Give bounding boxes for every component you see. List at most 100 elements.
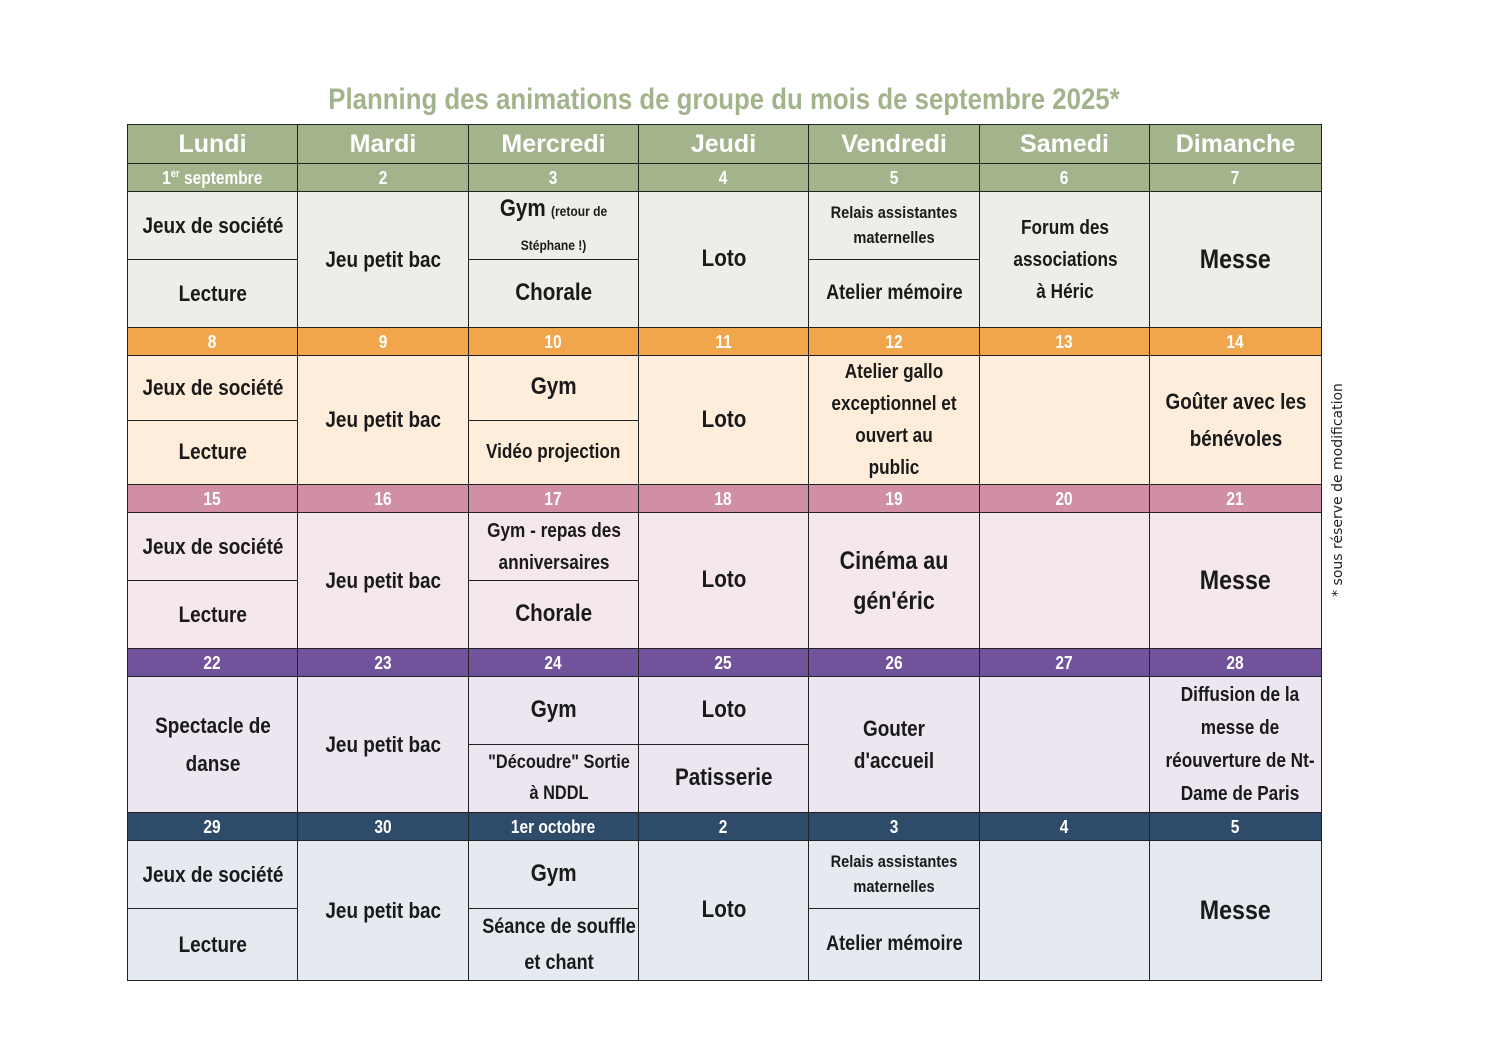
date-cell: 16 <box>297 484 469 513</box>
activity-row: Lecture Séance de souffle et chant Ateli… <box>127 907 1322 982</box>
date-cell: 17 <box>468 484 639 513</box>
week-1: 1er septembre 2 3 4 5 6 7 Jeux de sociét… <box>127 163 1322 328</box>
date-cell: 22 <box>127 648 298 677</box>
date-cell: 21 <box>1149 484 1322 513</box>
date-cell: 7 <box>1149 163 1322 192</box>
date-cell: 1er octobre <box>468 812 639 841</box>
date-cell: 8 <box>127 327 298 356</box>
activity-cell: Vidéo projection <box>468 419 639 485</box>
activity-cell <box>979 512 1150 649</box>
activity-cell: Loto <box>638 191 809 328</box>
activity-cell <box>979 839 1150 982</box>
week-2: 8 9 10 11 12 13 14 Jeux de société Jeu p… <box>127 327 1322 485</box>
activity-cell: Jeux de société <box>127 512 298 581</box>
date-cell: 28 <box>1149 648 1322 677</box>
activity-cell: Lecture <box>127 580 298 649</box>
date-cell: 6 <box>979 163 1150 192</box>
days-header-row: Lundi Mardi Mercredi Jeudi Vendredi Same… <box>127 124 1322 164</box>
planning-table: Lundi Mardi Mercredi Jeudi Vendredi Same… <box>127 124 1322 982</box>
activity-cell: Patisserie <box>638 744 809 813</box>
date-cell: 18 <box>638 484 809 513</box>
date-cell: 26 <box>808 648 980 677</box>
activity-cell: "Découdre" Sortie à NDDL <box>468 744 639 813</box>
date-cell: 9 <box>297 327 469 356</box>
activity-cell: Relais assistantes maternelles <box>808 840 980 909</box>
activity-cell: Jeu petit bac <box>297 512 469 649</box>
activity-cell: Diffusion de la messe de réouverture de … <box>1149 676 1322 813</box>
date-cell: 5 <box>808 163 980 192</box>
date-row: 22 23 24 25 26 27 28 <box>127 648 1322 677</box>
date-cell: 27 <box>979 648 1150 677</box>
modification-note-text: * sous réserve de modification <box>1330 383 1346 597</box>
activity-cell: Jeux de société <box>127 840 298 909</box>
activity-row: Jeux de société Jeu petit bac Gym Loto A… <box>127 355 1322 485</box>
page-title: Planning des animations de groupe du moi… <box>328 83 1120 116</box>
activity-cell: Lecture <box>127 259 298 328</box>
date-row: 29 30 1er octobre 2 3 4 5 <box>127 812 1322 841</box>
date-cell: 1er septembre <box>127 163 298 192</box>
activity-cell: Lecture <box>127 419 298 485</box>
day-header-dimanche: Dimanche <box>1149 124 1322 164</box>
activity-cell: Chorale <box>468 259 639 328</box>
activity-row: Lecture Vidéo projection <box>127 419 1322 485</box>
activity-cell: Gouter d'accueil <box>808 676 980 813</box>
activity-cell: Atelier gallo exceptionnel et ouvert au … <box>808 355 980 485</box>
activity-cell: Relais assistantes maternelles <box>808 191 980 260</box>
activity-row: Spectacle de danse Jeu petit bac Gym Lot… <box>127 676 1322 813</box>
week-5: 29 30 1er octobre 2 3 4 5 Jeux de sociét… <box>127 812 1322 982</box>
activity-cell: Jeu petit bac <box>297 839 469 982</box>
activity-cell: Jeu petit bac <box>297 191 469 328</box>
activity-cell: Cinéma au gén'éric <box>808 512 980 649</box>
week-4: 22 23 24 25 26 27 28 Spectacle de danse … <box>127 648 1322 813</box>
date-cell: 5 <box>1149 812 1322 841</box>
activity-row: Jeux de société Jeu petit bac Gym Loto R… <box>127 839 1322 982</box>
activity-cell: Jeux de société <box>127 355 298 421</box>
modification-note: * sous réserve de modification <box>1330 383 1348 597</box>
activity-row: Jeux de société Jeu petit bac Gym - repa… <box>127 512 1322 649</box>
date-cell: 14 <box>1149 327 1322 356</box>
activity-cell: Gym <box>468 676 639 745</box>
activity-cell: Messe <box>1149 839 1322 982</box>
date-cell: 13 <box>979 327 1150 356</box>
activity-cell: Gym <box>468 840 639 909</box>
date-cell: 23 <box>297 648 469 677</box>
date-cell: 3 <box>808 812 980 841</box>
day-header-lundi: Lundi <box>127 124 298 164</box>
date-cell: 11 <box>638 327 809 356</box>
activity-cell: Chorale <box>468 580 639 649</box>
activity-row: Lecture Chorale Atelier mémoire <box>127 259 1322 328</box>
activity-cell: Loto <box>638 512 809 649</box>
activity-cell: Jeu petit bac <box>297 676 469 813</box>
date-cell: 2 <box>638 812 809 841</box>
date-row: 8 9 10 11 12 13 14 <box>127 327 1322 356</box>
date-cell: 4 <box>979 812 1150 841</box>
activity-cell: Spectacle de danse <box>127 676 298 813</box>
activity-row: Lecture Chorale <box>127 580 1322 649</box>
date-cell: 4 <box>638 163 809 192</box>
activity-cell: Goûter avec les bénévoles <box>1149 355 1322 485</box>
activity-cell: Jeu petit bac <box>297 355 469 485</box>
day-header-vendredi: Vendredi <box>808 124 980 164</box>
activity-cell <box>979 355 1150 485</box>
activity-cell: Messe <box>1149 191 1322 328</box>
activity-cell: Messe <box>1149 512 1322 649</box>
activity-cell: Jeux de société <box>127 191 298 260</box>
date-cell: 24 <box>468 648 639 677</box>
activity-row: "Découdre" Sortie à NDDL Patisserie <box>128 744 1322 813</box>
activity-cell: Gym <box>468 355 639 421</box>
date-cell: 15 <box>127 484 298 513</box>
date-cell: 12 <box>808 327 980 356</box>
date-cell: 19 <box>808 484 980 513</box>
activity-cell: Forum des associations à Héric <box>979 191 1150 328</box>
activity-cell <box>979 676 1150 813</box>
activity-cell: Gym - repas des anniversaires <box>468 512 639 581</box>
date-cell: 30 <box>297 812 469 841</box>
date-cell: 2 <box>297 163 469 192</box>
date-row: 15 16 17 18 19 20 21 <box>127 484 1322 513</box>
date-row: 1er septembre 2 3 4 5 6 7 <box>127 163 1322 192</box>
activity-row: Jeux de société Jeu petit bac Gym (retou… <box>127 191 1322 328</box>
activity-cell: Loto <box>638 839 809 982</box>
week-3: 15 16 17 18 19 20 21 Jeux de société Jeu… <box>127 484 1322 649</box>
date-cell: 3 <box>468 163 639 192</box>
day-header-mercredi: Mercredi <box>468 124 639 164</box>
